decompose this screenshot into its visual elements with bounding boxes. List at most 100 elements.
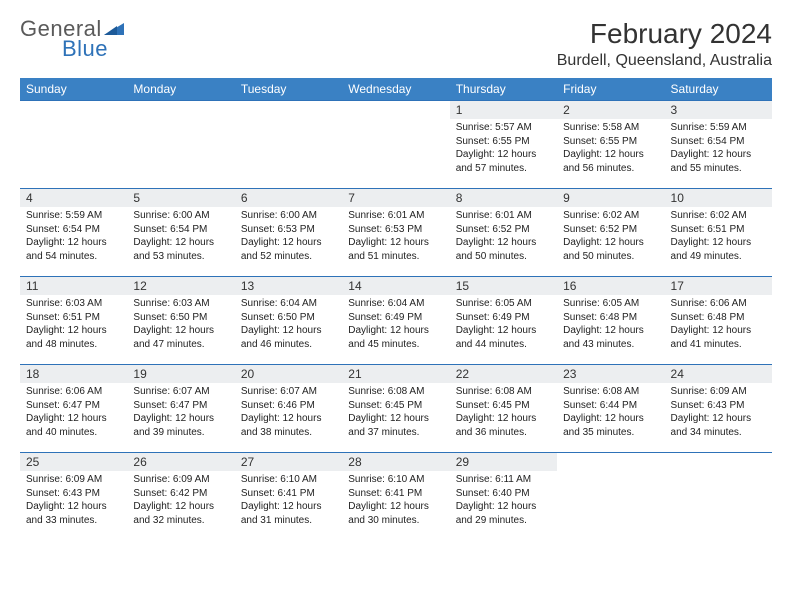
day-number: [557, 453, 664, 471]
day-header: Sunday: [20, 78, 127, 101]
sunset-text: Sunset: 6:50 PM: [133, 312, 207, 323]
day-cell: 25Sunrise: 6:09 AMSunset: 6:43 PMDayligh…: [20, 453, 127, 541]
day-cell: 8Sunrise: 6:01 AMSunset: 6:52 PMDaylight…: [450, 189, 557, 277]
week-row: 1Sunrise: 5:57 AMSunset: 6:55 PMDaylight…: [20, 101, 772, 189]
day-cell: 29Sunrise: 6:11 AMSunset: 6:40 PMDayligh…: [450, 453, 557, 541]
sunrise-text: Sunrise: 6:04 AM: [348, 298, 424, 309]
day-details: Sunrise: 6:01 AMSunset: 6:52 PMDaylight:…: [450, 207, 557, 267]
day-details: Sunrise: 6:04 AMSunset: 6:49 PMDaylight:…: [342, 295, 449, 355]
day-details: Sunrise: 6:08 AMSunset: 6:45 PMDaylight:…: [450, 383, 557, 443]
sunset-text: Sunset: 6:47 PM: [26, 400, 100, 411]
day-header: Friday: [557, 78, 664, 101]
daylight-text: Daylight: 12 hours and 54 minutes.: [26, 237, 107, 262]
day-number: [235, 101, 342, 119]
daylight-text: Daylight: 12 hours and 30 minutes.: [348, 501, 429, 526]
sunset-text: Sunset: 6:42 PM: [133, 488, 207, 499]
day-number: 16: [557, 277, 664, 295]
daylight-text: Daylight: 12 hours and 45 minutes.: [348, 325, 429, 350]
day-cell: 22Sunrise: 6:08 AMSunset: 6:45 PMDayligh…: [450, 365, 557, 453]
day-details: Sunrise: 6:08 AMSunset: 6:45 PMDaylight:…: [342, 383, 449, 443]
day-cell: [342, 101, 449, 189]
day-cell: 14Sunrise: 6:04 AMSunset: 6:49 PMDayligh…: [342, 277, 449, 365]
sunrise-text: Sunrise: 6:09 AM: [671, 386, 747, 397]
sunset-text: Sunset: 6:51 PM: [671, 224, 745, 235]
sunrise-text: Sunrise: 6:02 AM: [671, 210, 747, 221]
day-number: 9: [557, 189, 664, 207]
daylight-text: Daylight: 12 hours and 43 minutes.: [563, 325, 644, 350]
day-number: 20: [235, 365, 342, 383]
day-number: 27: [235, 453, 342, 471]
day-cell: 19Sunrise: 6:07 AMSunset: 6:47 PMDayligh…: [127, 365, 234, 453]
sunrise-text: Sunrise: 5:59 AM: [671, 122, 747, 133]
sunrise-text: Sunrise: 5:59 AM: [26, 210, 102, 221]
daylight-text: Daylight: 12 hours and 49 minutes.: [671, 237, 752, 262]
day-details: Sunrise: 5:59 AMSunset: 6:54 PMDaylight:…: [20, 207, 127, 267]
day-details: Sunrise: 6:09 AMSunset: 6:43 PMDaylight:…: [20, 471, 127, 531]
day-cell: 6Sunrise: 6:00 AMSunset: 6:53 PMDaylight…: [235, 189, 342, 277]
day-details: Sunrise: 6:05 AMSunset: 6:48 PMDaylight:…: [557, 295, 664, 355]
daylight-text: Daylight: 12 hours and 48 minutes.: [26, 325, 107, 350]
day-number: 6: [235, 189, 342, 207]
day-details: Sunrise: 5:58 AMSunset: 6:55 PMDaylight:…: [557, 119, 664, 179]
day-details: Sunrise: 6:05 AMSunset: 6:49 PMDaylight:…: [450, 295, 557, 355]
day-cell: [557, 453, 664, 541]
sunset-text: Sunset: 6:40 PM: [456, 488, 530, 499]
sunset-text: Sunset: 6:53 PM: [241, 224, 315, 235]
day-cell: 7Sunrise: 6:01 AMSunset: 6:53 PMDaylight…: [342, 189, 449, 277]
day-details: Sunrise: 6:00 AMSunset: 6:54 PMDaylight:…: [127, 207, 234, 267]
day-number: [20, 101, 127, 119]
sunset-text: Sunset: 6:46 PM: [241, 400, 315, 411]
location-subtitle: Burdell, Queensland, Australia: [557, 52, 772, 70]
daylight-text: Daylight: 12 hours and 38 minutes.: [241, 413, 322, 438]
sunrise-text: Sunrise: 6:03 AM: [133, 298, 209, 309]
daylight-text: Daylight: 12 hours and 35 minutes.: [563, 413, 644, 438]
sunset-text: Sunset: 6:54 PM: [671, 136, 745, 147]
day-cell: 11Sunrise: 6:03 AMSunset: 6:51 PMDayligh…: [20, 277, 127, 365]
daylight-text: Daylight: 12 hours and 34 minutes.: [671, 413, 752, 438]
sunrise-text: Sunrise: 6:08 AM: [563, 386, 639, 397]
sunrise-text: Sunrise: 5:57 AM: [456, 122, 532, 133]
sunrise-text: Sunrise: 6:11 AM: [456, 474, 531, 485]
day-number: [665, 453, 772, 471]
day-number: 1: [450, 101, 557, 119]
day-number: 22: [450, 365, 557, 383]
daylight-text: Daylight: 12 hours and 50 minutes.: [563, 237, 644, 262]
day-details: Sunrise: 6:02 AMSunset: 6:52 PMDaylight:…: [557, 207, 664, 267]
sunset-text: Sunset: 6:48 PM: [671, 312, 745, 323]
sunrise-text: Sunrise: 6:08 AM: [348, 386, 424, 397]
day-header-row: Sunday Monday Tuesday Wednesday Thursday…: [20, 78, 772, 101]
daylight-text: Daylight: 12 hours and 55 minutes.: [671, 149, 752, 174]
day-number: 4: [20, 189, 127, 207]
month-title: February 2024: [557, 18, 772, 50]
daylight-text: Daylight: 12 hours and 39 minutes.: [133, 413, 214, 438]
daylight-text: Daylight: 12 hours and 37 minutes.: [348, 413, 429, 438]
daylight-text: Daylight: 12 hours and 52 minutes.: [241, 237, 322, 262]
day-number: 21: [342, 365, 449, 383]
calendar-body: 1Sunrise: 5:57 AMSunset: 6:55 PMDaylight…: [20, 101, 772, 541]
sunrise-text: Sunrise: 6:09 AM: [133, 474, 209, 485]
day-cell: 16Sunrise: 6:05 AMSunset: 6:48 PMDayligh…: [557, 277, 664, 365]
sunrise-text: Sunrise: 6:03 AM: [26, 298, 102, 309]
daylight-text: Daylight: 12 hours and 46 minutes.: [241, 325, 322, 350]
day-details: Sunrise: 6:03 AMSunset: 6:50 PMDaylight:…: [127, 295, 234, 355]
day-number: 12: [127, 277, 234, 295]
day-number: 15: [450, 277, 557, 295]
day-number: 19: [127, 365, 234, 383]
sunset-text: Sunset: 6:47 PM: [133, 400, 207, 411]
day-cell: [235, 101, 342, 189]
day-cell: 3Sunrise: 5:59 AMSunset: 6:54 PMDaylight…: [665, 101, 772, 189]
day-header: Saturday: [665, 78, 772, 101]
day-header: Monday: [127, 78, 234, 101]
sunset-text: Sunset: 6:52 PM: [563, 224, 637, 235]
sunrise-text: Sunrise: 6:06 AM: [26, 386, 102, 397]
sunrise-text: Sunrise: 6:07 AM: [241, 386, 317, 397]
logo: GeneralBlue: [20, 18, 126, 60]
day-details: Sunrise: 6:07 AMSunset: 6:47 PMDaylight:…: [127, 383, 234, 443]
day-number: 18: [20, 365, 127, 383]
sunrise-text: Sunrise: 5:58 AM: [563, 122, 639, 133]
day-cell: 28Sunrise: 6:10 AMSunset: 6:41 PMDayligh…: [342, 453, 449, 541]
sunset-text: Sunset: 6:49 PM: [456, 312, 530, 323]
day-cell: 2Sunrise: 5:58 AMSunset: 6:55 PMDaylight…: [557, 101, 664, 189]
daylight-text: Daylight: 12 hours and 53 minutes.: [133, 237, 214, 262]
day-details: Sunrise: 6:09 AMSunset: 6:43 PMDaylight:…: [665, 383, 772, 443]
